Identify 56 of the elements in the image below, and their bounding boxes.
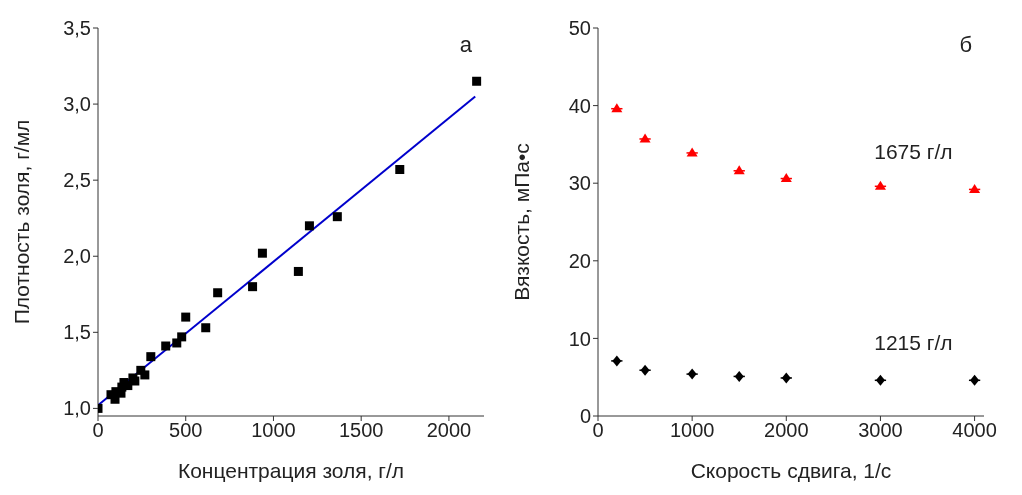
point	[201, 323, 211, 333]
point	[257, 248, 267, 258]
y-tick-label: 1,0	[63, 397, 91, 420]
y-tick-label: 3,0	[63, 93, 91, 116]
y-axis-title: Плотность золя, г/мл	[10, 119, 34, 325]
point	[472, 76, 482, 86]
x-tick-label: 3000	[858, 419, 903, 442]
y-axis-title: Вязкость, мПа•с	[510, 143, 534, 301]
point	[304, 221, 314, 231]
point	[687, 368, 697, 380]
y-tick-label: 2,0	[63, 245, 91, 268]
y-tick-label: 10	[568, 327, 591, 350]
point	[332, 212, 342, 222]
annotation: а	[459, 32, 472, 58]
point	[734, 370, 744, 382]
x-tick-label: 1000	[251, 419, 296, 442]
series-label: 1215 г/л	[874, 331, 953, 355]
y-tick-label: 2,5	[63, 169, 91, 192]
point	[146, 352, 156, 362]
y-tick-label: 1,5	[63, 321, 91, 344]
x-tick-label: 1500	[338, 419, 384, 442]
y-tick-label: 3,5	[63, 17, 91, 40]
point	[177, 332, 187, 342]
annotation: б	[959, 32, 972, 58]
point	[781, 372, 791, 384]
y-tick-label: 40	[568, 94, 591, 117]
y-tick-label: 30	[568, 172, 591, 195]
point	[640, 364, 650, 376]
y-tick-label: 20	[568, 249, 591, 272]
point	[181, 312, 191, 322]
x-tick-label: 500	[169, 419, 203, 442]
point	[686, 147, 698, 157]
point	[395, 165, 405, 175]
series-label: 1675 г/л	[874, 140, 953, 164]
x-tick-label: 2000	[426, 419, 472, 442]
y-tick-label: 50	[568, 17, 591, 40]
point	[733, 165, 745, 175]
x-tick-label: 4000	[952, 419, 997, 442]
point	[248, 282, 258, 292]
point	[213, 288, 223, 298]
x-tick-label: 1000	[669, 419, 715, 442]
point	[780, 173, 792, 183]
x-axis-title: Скорость сдвига, 1/с	[690, 459, 892, 482]
point	[875, 374, 885, 386]
x-tick-label: 2000	[764, 419, 809, 442]
point	[612, 355, 622, 367]
y-tick-label: 0	[579, 405, 591, 428]
point	[611, 103, 623, 113]
x-axis-title: Концентрация золя, г/л	[177, 459, 405, 482]
point	[140, 370, 150, 380]
point	[639, 133, 651, 143]
point	[161, 341, 171, 351]
point	[969, 183, 981, 193]
point	[874, 180, 886, 190]
point	[970, 374, 980, 386]
point	[293, 266, 303, 276]
